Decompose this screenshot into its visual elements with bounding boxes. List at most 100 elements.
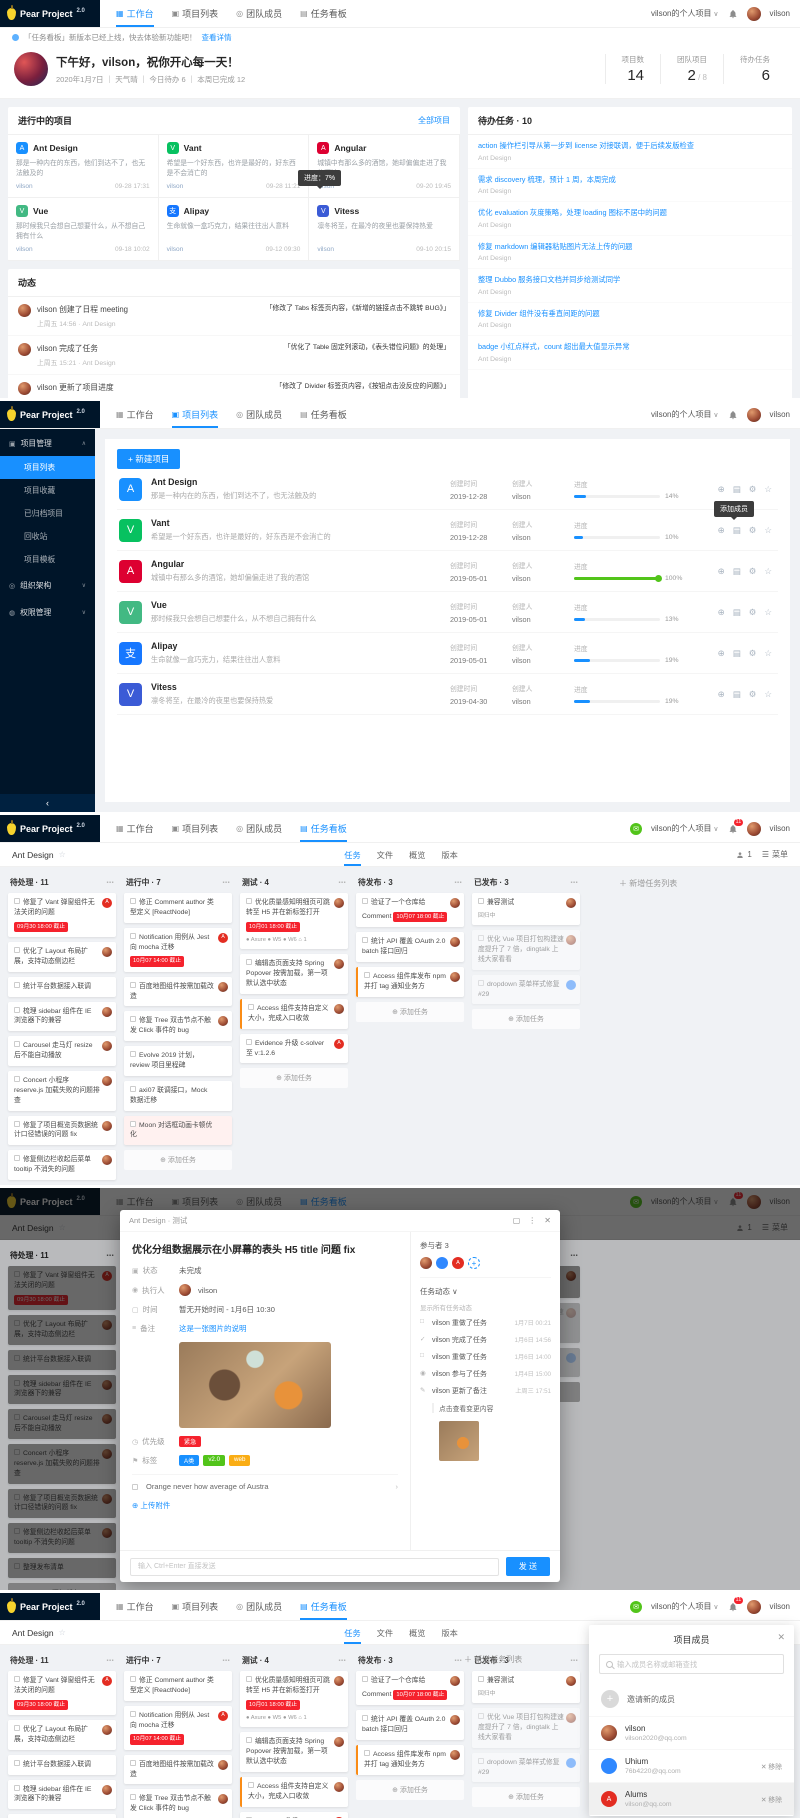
nav-tab[interactable]: ▦ 工作台	[116, 0, 154, 27]
task-checkbox[interactable]	[14, 1041, 20, 1048]
workspace-select[interactable]: vilson的个人项目	[651, 1601, 719, 1612]
board-tab[interactable]: 任务	[344, 843, 360, 866]
more-icon[interactable]: ⋮	[528, 1216, 537, 1225]
close-icon[interactable]: ✕	[544, 1216, 551, 1225]
task-title[interactable]: Evolve 2019 计划，review 项目里程碑	[130, 1052, 199, 1069]
task-title[interactable]: Access 组件库发布 npm 并打 tag 通知业务方	[364, 972, 446, 990]
task-card[interactable]: 验证了一个仓库给 Comment 10月07 18:00 截止	[356, 893, 464, 928]
workspace-select[interactable]: vilson的个人项目	[651, 8, 719, 19]
expand-icon[interactable]: ▢	[512, 1216, 521, 1225]
task-field-row[interactable]: ≡ 备注 这是一张图片的说明	[132, 1323, 398, 1334]
sidebar-item[interactable]: 已归档项目	[24, 509, 63, 518]
task-checkbox[interactable]	[14, 1676, 20, 1682]
project-name[interactable]: Alipay	[151, 641, 178, 651]
task-checkbox[interactable]	[130, 1794, 136, 1801]
task-title[interactable]: Carousel 走马灯 resize 后不能自动播放	[14, 1042, 93, 1060]
project-name[interactable]: Ant Design	[151, 477, 198, 487]
field-link[interactable]: 这是一张图片的说明	[179, 1324, 247, 1333]
task-title[interactable]: 修复了项目概览页数据统计口径错误的问题 fix	[14, 1121, 98, 1139]
column-more-icon[interactable]	[570, 878, 578, 887]
project-row[interactable]: A Angular 城镇中有那么多的酒馆，她却偏偏走进了我的酒馆 创建时间 201…	[117, 551, 778, 592]
task-detail-title[interactable]: 优化分组数据展示在小屏幕的表头 H5 title 问题 fix	[132, 1245, 356, 1256]
task-checkbox[interactable]	[362, 1676, 368, 1682]
star-icon[interactable]: ☆	[58, 1628, 66, 1637]
tag-pill[interactable]: A类	[179, 1455, 200, 1466]
nav-tab[interactable]: ▤ 任务看板	[300, 401, 347, 428]
task-card[interactable]: 兼容测试 回归中	[472, 893, 580, 926]
task-card[interactable]: Evidence 升级 c-solver 至 v:1.2.6 A	[240, 1033, 348, 1064]
task-checkbox[interactable]	[478, 898, 484, 904]
calendar-icon[interactable]: ▤	[732, 565, 741, 576]
todo-item[interactable]: badge 小红点样式，count 超出最大值显示异常 Ant Design	[468, 336, 792, 371]
task-card[interactable]: Evidence 升级 c-solver 至 v:1.2.6 A	[240, 1811, 348, 1818]
task-checkbox[interactable]	[14, 1120, 20, 1127]
todo-title[interactable]: 整理 Dubbo 服务接口文档并同步给测试同学	[478, 275, 621, 285]
add-member-icon[interactable]: ⊕	[717, 565, 725, 576]
task-title[interactable]: 修复 Tree 双击节点不触发 Click 事件的 bug	[130, 1795, 211, 1813]
sidebar-collapse-button[interactable]: ‹	[0, 794, 95, 812]
add-member-icon[interactable]: ⊕	[717, 483, 725, 494]
task-checkbox[interactable]	[130, 1759, 136, 1766]
task-card[interactable]: 优化了 Layout 布局扩展，支持动态侧边栏	[8, 942, 116, 972]
task-checkbox[interactable]	[364, 971, 370, 978]
username[interactable]: vilson	[769, 824, 790, 833]
task-card[interactable]: 梳理 sidebar 组件在 IE 浏览器下的兼容	[8, 1001, 116, 1032]
todo-title[interactable]: 修复 markdown 编辑器粘贴图片无法上传的问题	[478, 241, 633, 251]
board-tab[interactable]: 概览	[409, 1628, 426, 1638]
subtask-row[interactable]: Orange never how average of Austra ›	[132, 1474, 398, 1497]
add-member-icon[interactable]: ⊕	[717, 524, 725, 535]
settings-icon[interactable]: ⚙	[748, 565, 757, 576]
task-checkbox[interactable]	[130, 1676, 136, 1682]
task-title[interactable]: 优化 Vue 项目打包构建速度提升了 7 倍，dingtalk 上线大家看看	[478, 936, 564, 963]
add-member-icon[interactable]: ⊕	[717, 647, 725, 658]
task-card[interactable]: 编辑态页面支持 Spring Popover 按需加载，第一项默认选中状态	[240, 954, 348, 994]
nav-tab[interactable]: ▦ 工作台	[116, 401, 154, 428]
column-more-icon[interactable]	[222, 878, 230, 887]
nav-tab[interactable]: ▦ 工作台	[116, 1593, 154, 1620]
username[interactable]: vilson	[769, 9, 790, 18]
project-name[interactable]: Vitess	[151, 682, 177, 692]
bell-icon[interactable]	[728, 9, 738, 19]
project-row[interactable]: 支 Alipay 生命就像一盒巧克力，结果往往出人意料 创建时间 2019-05-…	[117, 633, 778, 674]
task-checkbox[interactable]	[14, 1006, 20, 1013]
project-breadcrumb[interactable]: Ant Design ☆	[12, 1628, 66, 1638]
column-more-icon[interactable]	[222, 1656, 230, 1665]
task-card[interactable]: 优化 Vue 项目打包构建速度提升了 7 倍，dingtalk 上线大家看看	[472, 930, 580, 970]
app-logo[interactable]: Pear Project 2.0	[0, 401, 100, 428]
todo-title[interactable]: badge 小红点样式，count 超出最大值显示异常	[478, 342, 630, 352]
add-task-button[interactable]: ⊕ 添加任务	[472, 1009, 580, 1030]
board-tab[interactable]: 概览	[409, 850, 426, 860]
calendar-icon[interactable]: ▤	[732, 524, 741, 535]
priority-row[interactable]: ◷ 优先级 紧急	[132, 1436, 398, 1447]
settings-icon[interactable]: ⚙	[748, 606, 757, 617]
project-card[interactable]: V Vue 那时候我只会想自己想要什么，从不想自己拥有什么 vilson 09-…	[8, 198, 159, 261]
task-title[interactable]: Concert 小程序 reserve.js 加载失败的问题排查	[14, 1076, 100, 1104]
add-member-icon[interactable]: ⊕	[717, 606, 725, 617]
todo-item[interactable]: 修复 markdown 编辑器粘贴图片无法上传的问题 Ant Design	[468, 236, 792, 270]
favorite-icon[interactable]: ☆	[764, 483, 772, 494]
tag-pill[interactable]: v2.0	[203, 1455, 226, 1466]
task-checkbox[interactable]	[246, 959, 252, 966]
add-task-button[interactable]: ⊕ 添加任务	[356, 1779, 464, 1800]
members-count[interactable]: 1	[736, 850, 752, 859]
task-checkbox[interactable]	[362, 898, 368, 904]
task-checkbox[interactable]	[14, 1155, 20, 1162]
task-card[interactable]: dropdown 菜单样式修复 #29	[472, 974, 580, 1005]
task-checkbox[interactable]	[246, 898, 252, 904]
project-card[interactable]: 支 Alipay 生命就像一盒巧克力，结果往往出人意料 vilson 09-12…	[158, 198, 310, 261]
project-owner[interactable]: vilson	[317, 246, 334, 253]
task-checkbox[interactable]	[130, 1085, 136, 1092]
task-card[interactable]: Access 组件支持自定义大小，完成入口收敛	[240, 999, 348, 1029]
task-title[interactable]: 优化 Vue 项目打包构建速度提升了 7 倍，dingtalk 上线大家看看	[478, 1714, 564, 1741]
task-card[interactable]: Access 组件库发布 npm 并打 tag 通知业务方	[356, 966, 464, 997]
task-checkbox[interactable]	[478, 1757, 484, 1764]
favorite-icon[interactable]: ☆	[764, 524, 772, 535]
task-title[interactable]: 修复侧边栏收起后菜单 tooltip 不消失的问题	[14, 1156, 91, 1174]
project-row[interactable]: A Ant Design 那是一种内在的东西，他们到达不了，也无法触及的 创建时…	[117, 469, 778, 510]
board-tab[interactable]: 文件	[376, 850, 394, 860]
sidebar-item[interactable]: 项目模板	[24, 555, 56, 564]
project-card[interactable]: V Vitess 凛冬将至，在最冷的夜里也要保持热爱 vilson 09-10 …	[309, 198, 460, 261]
task-title[interactable]: 百度地图组件按需加载改造	[130, 982, 214, 1000]
app-logo[interactable]: Pear Project 2.0	[0, 0, 100, 27]
task-title[interactable]: 优化质量感知明细页可跳转至 H5 并在新标签打开	[246, 899, 330, 916]
